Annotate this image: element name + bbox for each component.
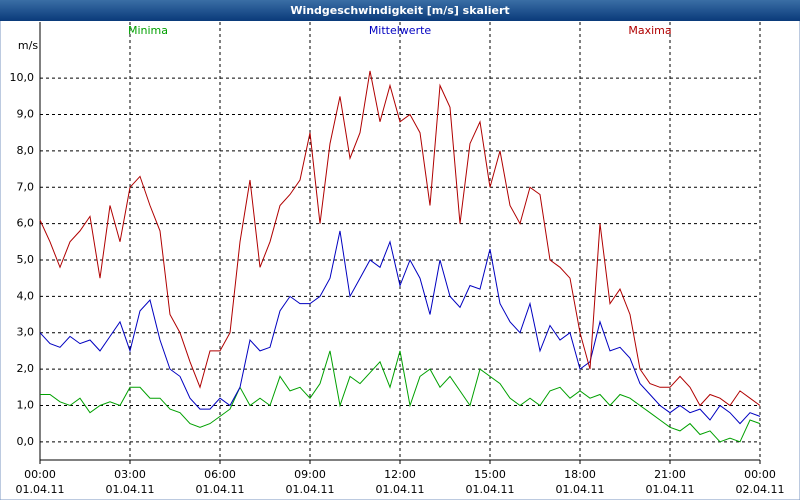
x-tick-label: 01.04.11 [106, 483, 155, 496]
x-tick-label: 01.04.11 [376, 483, 425, 496]
x-tick-label: 06:00 [204, 468, 236, 481]
x-tick-label: 01.04.11 [466, 483, 515, 496]
legend-label: Maxima [628, 24, 671, 37]
data-line [39, 70, 761, 407]
y-tick-label: 3,0 [17, 326, 35, 339]
legend-label: Minima [128, 24, 168, 37]
y-tick-label: 8,0 [17, 144, 35, 157]
y-tick-label: 6,0 [17, 217, 35, 230]
title-bar [0, 0, 800, 21]
x-tick-label: 01.04.11 [16, 483, 65, 496]
data-line [39, 230, 761, 425]
x-tick-label: 12:00 [384, 468, 416, 481]
x-tick-label: 09:00 [294, 468, 326, 481]
x-tick-label: 01.04.11 [556, 483, 605, 496]
x-tick-label: 03:00 [114, 468, 146, 481]
y-tick-label: 5,0 [17, 253, 35, 266]
x-tick-label: 00:00 [24, 468, 56, 481]
x-tick-label: 01.04.11 [196, 483, 245, 496]
x-tick-label: 02.04.11 [736, 483, 785, 496]
legend-label: Mittelwerte [369, 24, 432, 37]
y-axis-label: m/s [18, 39, 38, 52]
y-tick-label: 2,0 [17, 362, 35, 375]
y-tick-label: 1,0 [17, 398, 35, 411]
y-tick-label: 7,0 [17, 180, 35, 193]
y-tick-label: 4,0 [17, 289, 35, 302]
y-tick-label: 0,0 [17, 435, 35, 448]
y-tick-label: 10,0 [10, 71, 35, 84]
x-tick-label: 01.04.11 [286, 483, 335, 496]
chart-title: Windgeschwindigkeit [m/s] skaliert [290, 4, 509, 17]
x-tick-label: 15:00 [474, 468, 506, 481]
x-tick-label: 00:00 [744, 468, 776, 481]
data-line [40, 350, 761, 443]
x-tick-label: 18:00 [564, 468, 596, 481]
x-tick-label: 01.04.11 [646, 483, 695, 496]
x-tick-label: 21:00 [654, 468, 686, 481]
y-tick-label: 9,0 [17, 108, 35, 121]
